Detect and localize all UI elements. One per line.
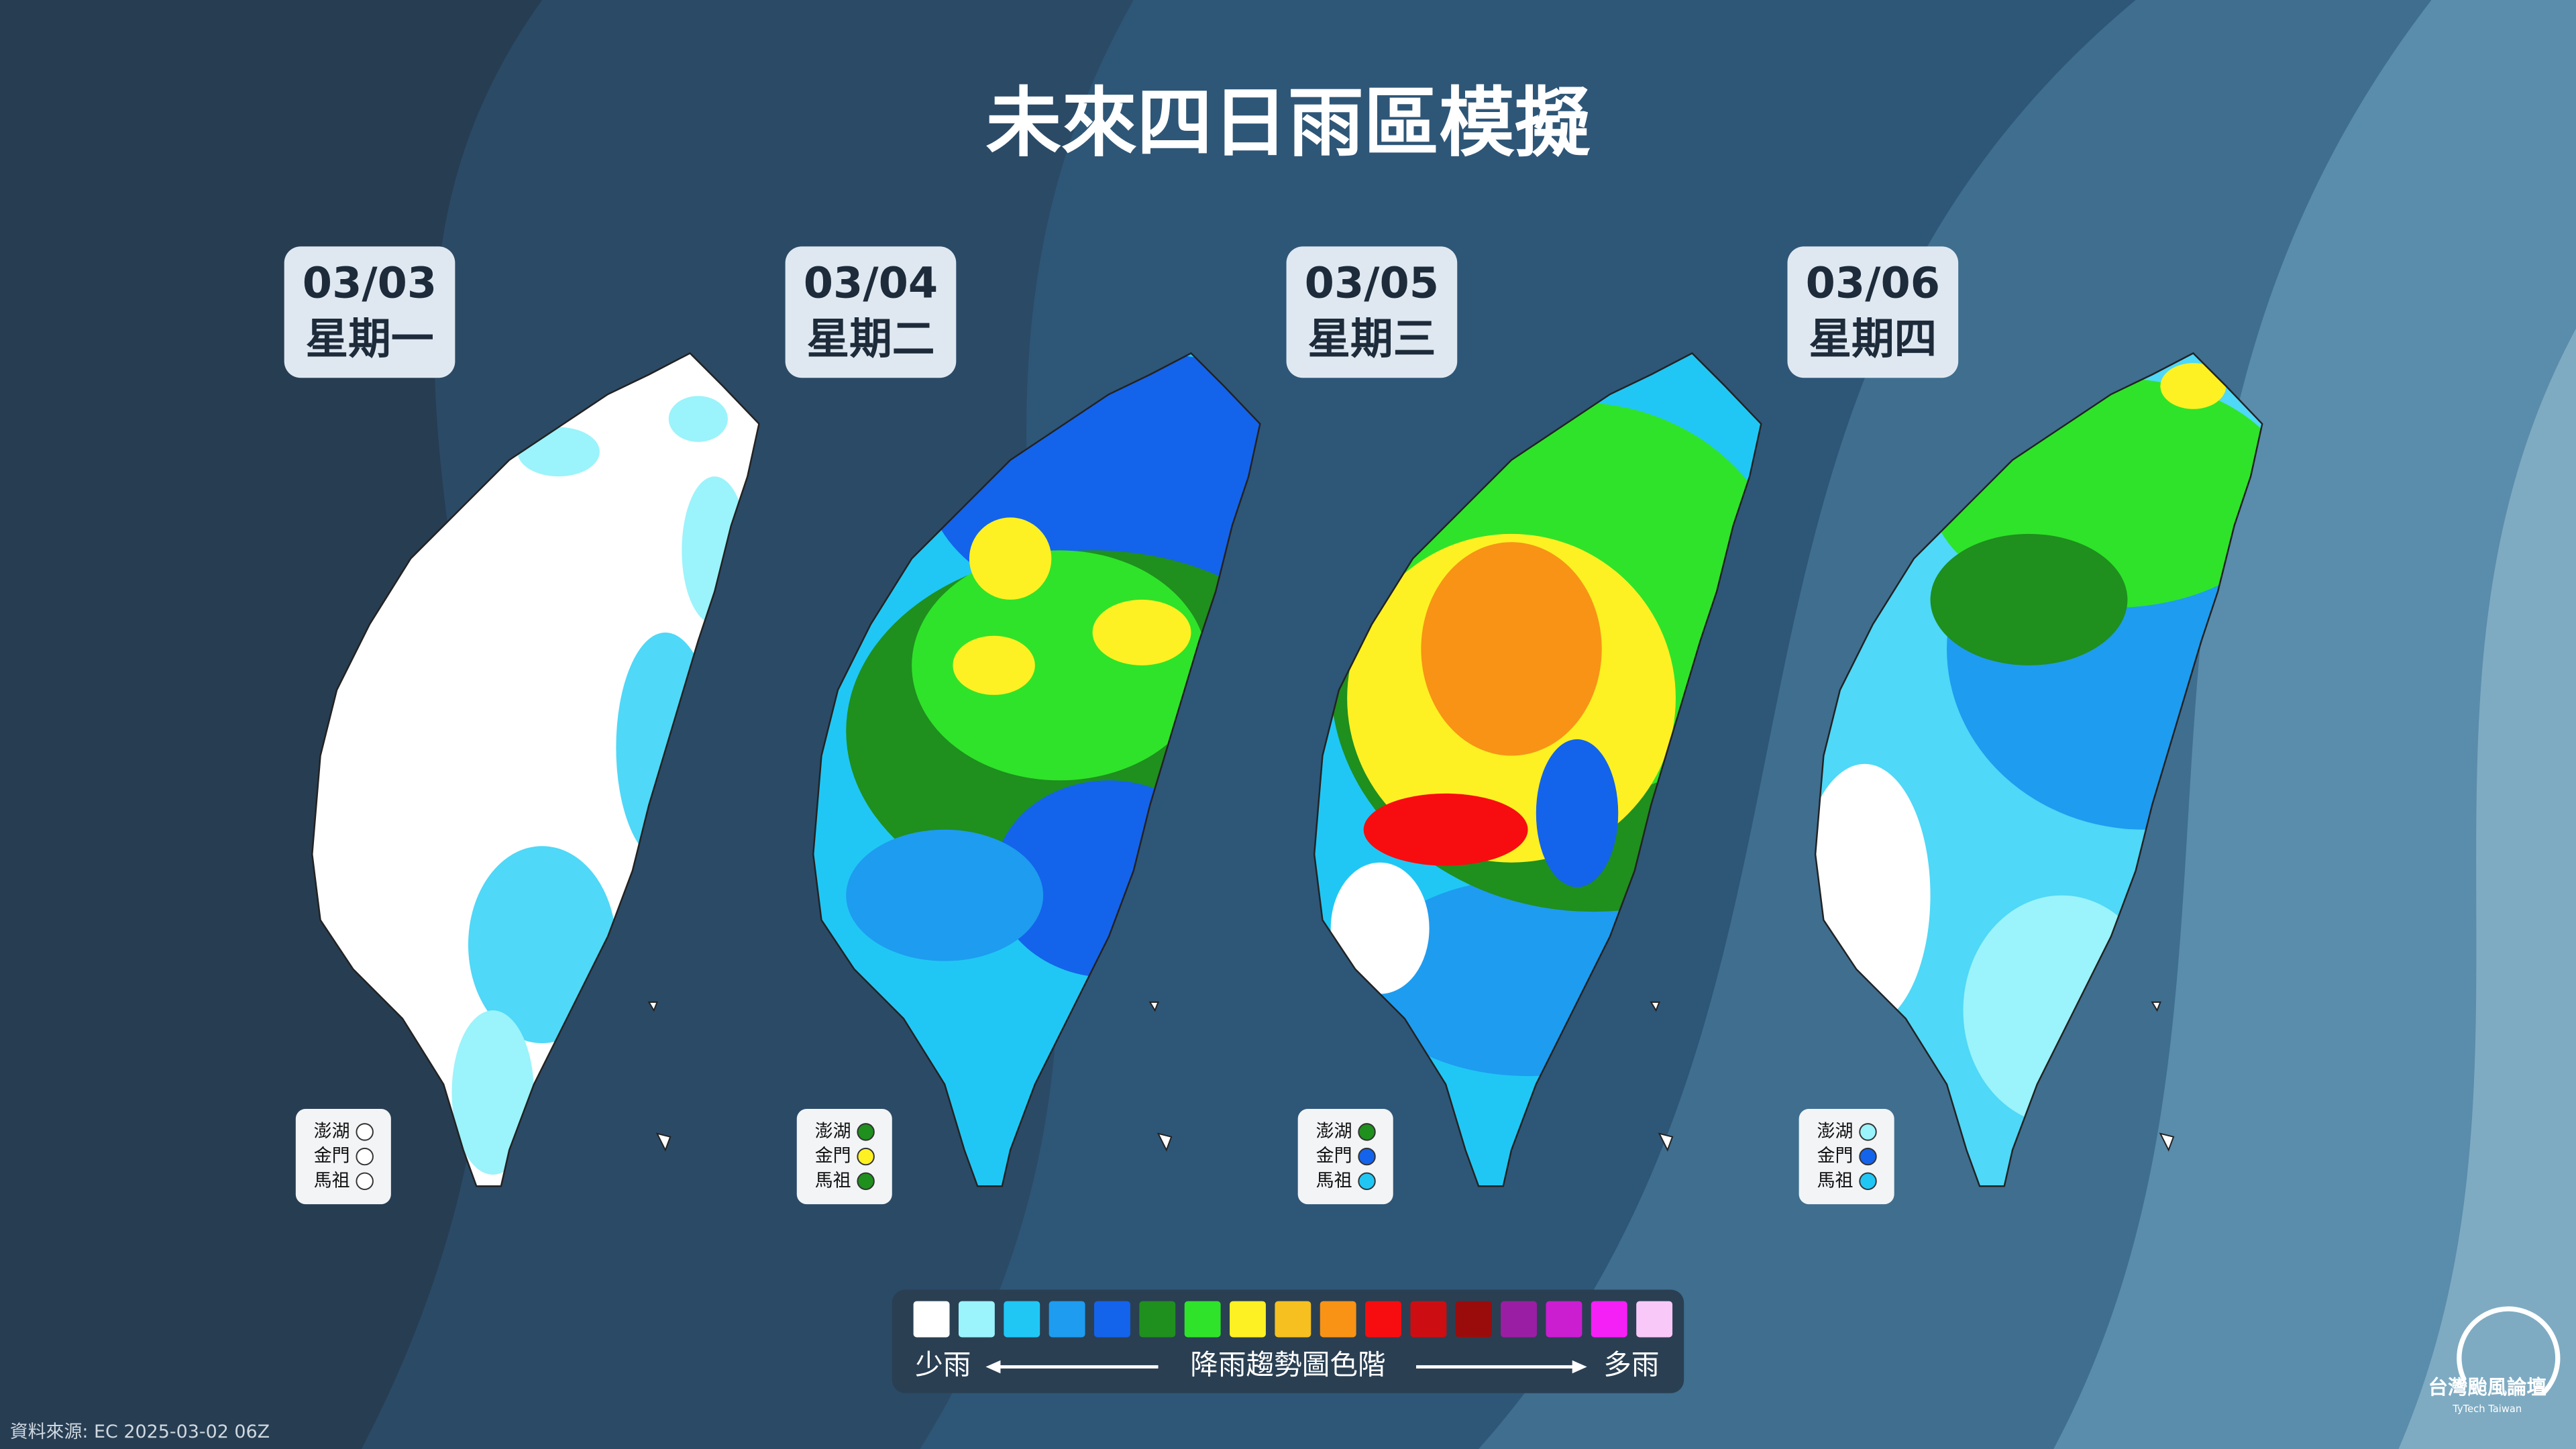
island-dot [1859, 1147, 1877, 1166]
rain-blob [2160, 363, 2226, 409]
date-box [284, 246, 455, 378]
islet [1650, 1001, 1660, 1012]
logo-mark [2457, 1306, 2561, 1395]
scale-swatch [1410, 1301, 1447, 1338]
scale-more: 多雨 [1603, 1348, 1659, 1381]
date: 03/04 [804, 259, 938, 309]
bg-band [2398, 328, 2576, 1449]
island-name: 馬祖 [1316, 1170, 1352, 1191]
date: 03/03 [303, 259, 437, 309]
island-dot [857, 1123, 875, 1141]
scale-swatch [1636, 1301, 1673, 1338]
scale-swatch [1455, 1301, 1492, 1338]
island-name: 馬祖 [1817, 1170, 1854, 1191]
scale-swatch [1049, 1301, 1085, 1338]
arrow-head [1572, 1360, 1587, 1374]
date: 03/05 [1305, 259, 1439, 309]
rain-blob [1363, 793, 1528, 866]
island-name: 澎湖 [1316, 1121, 1352, 1142]
scale-swatch [1184, 1301, 1221, 1338]
rain-blob [953, 635, 1035, 695]
island-dot [356, 1172, 374, 1191]
logo-name: 台灣颱風論壇 [2428, 1376, 2546, 1399]
rain-blob [1930, 533, 2128, 665]
island-name: 馬祖 [314, 1170, 350, 1191]
islet [1658, 1132, 1674, 1152]
island-dot [1358, 1147, 1376, 1166]
scale-label: 降雨趨勢圖色階 [1190, 1348, 1385, 1381]
island-dot [1859, 1172, 1877, 1191]
scale-swatch [1546, 1301, 1582, 1338]
rain-blob [1536, 739, 1619, 888]
scale-swatch [1094, 1301, 1130, 1338]
scale-swatch [1275, 1301, 1311, 1338]
island-name: 金門 [815, 1146, 851, 1167]
rain-blob [846, 829, 1044, 961]
island-name: 金門 [314, 1146, 350, 1167]
island-dot [1859, 1123, 1877, 1141]
island-name: 金門 [1817, 1146, 1854, 1167]
title: 未來四日雨區模擬 [985, 78, 1590, 167]
islet [2159, 1132, 2175, 1152]
islet [655, 1132, 672, 1152]
scale-swatch [1320, 1301, 1356, 1338]
island-dot [857, 1172, 875, 1191]
islet [1157, 1132, 1173, 1152]
scale-swatch [1501, 1301, 1538, 1338]
scale-swatch [1230, 1301, 1266, 1338]
island-dot [857, 1147, 875, 1166]
scale-swatch [1004, 1301, 1040, 1338]
logo-subtitle: TyTech Taiwan [2452, 1403, 2522, 1415]
scale-swatch [913, 1301, 950, 1338]
arrow-head [985, 1360, 1001, 1374]
weekday: 星期四 [1809, 315, 1937, 364]
scale-less: 少雨 [915, 1348, 971, 1381]
islet [647, 1001, 659, 1012]
scale-swatch [1591, 1301, 1627, 1338]
scale-swatch [958, 1301, 995, 1338]
date-box [1286, 246, 1458, 378]
source: 資料來源: EC 2025-03-02 06Z [10, 1421, 270, 1442]
weekday: 星期二 [806, 315, 934, 364]
island-name: 金門 [1316, 1146, 1352, 1167]
islet [2151, 1001, 2161, 1012]
island-name: 馬祖 [815, 1170, 851, 1191]
date-box [1787, 246, 1959, 378]
island-name: 澎湖 [815, 1121, 851, 1142]
island-dot [356, 1123, 374, 1141]
scale-swatch [1139, 1301, 1176, 1338]
rain-blob [1092, 599, 1191, 665]
island-name: 澎湖 [314, 1121, 350, 1142]
island-dot [356, 1147, 374, 1166]
date-box [785, 246, 957, 378]
rain-blob [451, 1010, 534, 1175]
date: 03/06 [1806, 259, 1940, 309]
rain-blob [668, 396, 728, 442]
rain-blob [1330, 862, 1430, 994]
weekday: 星期一 [306, 315, 434, 364]
islet [1148, 1001, 1159, 1012]
scale-swatch [1365, 1301, 1401, 1338]
rain-blob [1421, 542, 1602, 756]
weekday: 星期三 [1307, 315, 1436, 364]
island-name: 澎湖 [1817, 1121, 1854, 1142]
rain-blob [969, 517, 1052, 600]
island-dot [1358, 1172, 1376, 1191]
bg-band [2053, 0, 2576, 1449]
island-dot [1358, 1123, 1376, 1141]
